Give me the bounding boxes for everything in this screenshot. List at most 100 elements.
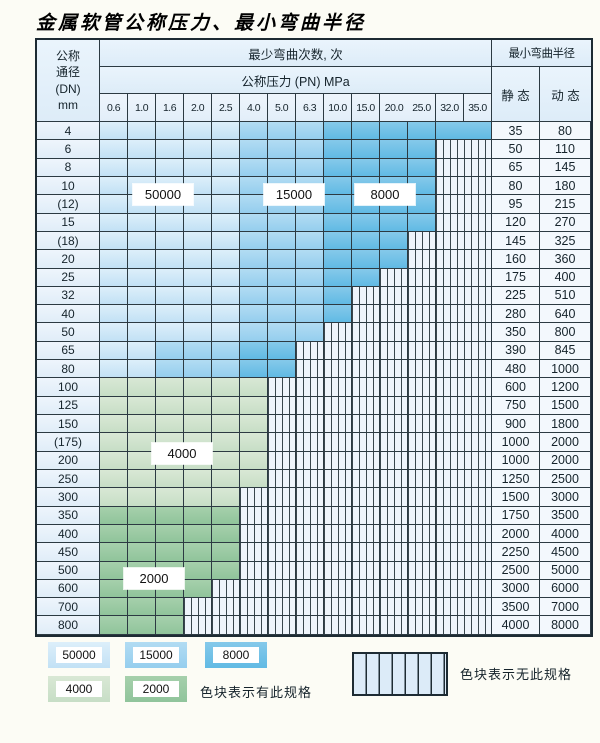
spec-grid: 公称 通径 (DN) mm 最少弯曲次数, 次 最小弯曲半径 公称压力 (PN)… bbox=[37, 40, 591, 635]
legend-value-8000: 8000 bbox=[213, 647, 259, 663]
dn-header-cell: 公称 通径 (DN) mm bbox=[37, 40, 100, 122]
spec-cell-50000 bbox=[128, 231, 156, 251]
spec-table: 公称 通径 (DN) mm 最少弯曲次数, 次 最小弯曲半径 公称压力 (PN)… bbox=[35, 38, 593, 637]
pn-column-header: 25.0 bbox=[408, 94, 436, 122]
spec-cell-15000 bbox=[268, 122, 296, 141]
dn-cell: 65 bbox=[37, 341, 100, 361]
no-spec-cell bbox=[380, 451, 408, 470]
no-spec-cell bbox=[352, 616, 380, 635]
no-spec-cell bbox=[408, 451, 436, 470]
no-spec-cell bbox=[408, 561, 436, 580]
spec-cell-8000 bbox=[268, 341, 296, 361]
dn-cell: 10 bbox=[37, 176, 100, 196]
spec-cell-4000 bbox=[212, 396, 240, 415]
spec-cell-2000 bbox=[184, 543, 212, 562]
spec-cell-8000 bbox=[352, 213, 380, 232]
no-spec-cell bbox=[324, 524, 352, 544]
spec-cell-50000 bbox=[100, 158, 128, 177]
spec-cell-50000 bbox=[212, 286, 240, 306]
no-spec-cell bbox=[464, 561, 492, 580]
no-spec-cell bbox=[352, 360, 380, 379]
spec-cell-15000 bbox=[268, 213, 296, 232]
static-radius-cell: 2250 bbox=[492, 543, 540, 562]
no-spec-cell bbox=[352, 415, 380, 434]
no-spec-cell bbox=[436, 469, 464, 489]
spec-cell-8000 bbox=[352, 231, 380, 251]
static-column-header: 静 态 bbox=[492, 67, 540, 122]
no-spec-cell bbox=[352, 506, 380, 525]
no-spec-cell bbox=[324, 506, 352, 525]
no-spec-cell bbox=[408, 469, 436, 489]
spec-cell-2000 bbox=[100, 506, 128, 525]
no-spec-cell bbox=[464, 488, 492, 507]
spec-cell-50000 bbox=[100, 341, 128, 361]
dynamic-radius-cell: 2000 bbox=[540, 433, 591, 452]
spec-cell-50000 bbox=[212, 250, 240, 269]
spec-cell-15000 bbox=[268, 140, 296, 159]
no-spec-cell bbox=[268, 598, 296, 617]
spec-cell-15000 bbox=[268, 323, 296, 342]
no-spec-cell bbox=[380, 341, 408, 361]
no-spec-cell bbox=[268, 451, 296, 470]
no-spec-cell bbox=[212, 598, 240, 617]
dn-cell: 80 bbox=[37, 360, 100, 379]
pn-column-header: 10.0 bbox=[324, 94, 352, 122]
no-spec-cell bbox=[408, 433, 436, 452]
no-spec-cell bbox=[436, 323, 464, 342]
spec-cell-8000 bbox=[380, 231, 408, 251]
spec-cell-4000 bbox=[212, 488, 240, 507]
static-radius-cell: 120 bbox=[492, 213, 540, 232]
spec-cell-15000 bbox=[212, 360, 240, 379]
no-spec-cell bbox=[436, 396, 464, 415]
no-spec-cell bbox=[436, 543, 464, 562]
spec-cell-4000 bbox=[184, 488, 212, 507]
no-spec-cell bbox=[324, 451, 352, 470]
spec-cell-50000 bbox=[212, 140, 240, 159]
spec-cell-50000 bbox=[184, 231, 212, 251]
no-spec-cell bbox=[464, 433, 492, 452]
no-spec-cell bbox=[380, 323, 408, 342]
spec-cell-50000 bbox=[156, 323, 184, 342]
spec-cell-15000 bbox=[240, 305, 268, 324]
no-spec-cell bbox=[324, 360, 352, 379]
spec-cell-50000 bbox=[156, 213, 184, 232]
no-spec-cell bbox=[324, 323, 352, 342]
no-spec-cell bbox=[296, 579, 324, 599]
static-radius-cell: 900 bbox=[492, 415, 540, 434]
pn-column-header: 4.0 bbox=[240, 94, 268, 122]
dynamic-radius-cell: 7000 bbox=[540, 598, 591, 617]
dynamic-radius-cell: 5000 bbox=[540, 561, 591, 580]
static-radius-cell: 600 bbox=[492, 378, 540, 397]
no-spec-cell bbox=[464, 396, 492, 415]
no-spec-cell bbox=[324, 433, 352, 452]
spec-cell-4000 bbox=[156, 469, 184, 489]
spec-cell-15000 bbox=[268, 268, 296, 287]
no-spec-cell bbox=[324, 378, 352, 397]
spec-cell-8000 bbox=[324, 231, 352, 251]
dynamic-radius-cell: 8000 bbox=[540, 616, 591, 635]
nominal-pressure-header: 公称压力 (PN) MPa bbox=[100, 67, 492, 94]
no-spec-cell bbox=[240, 598, 268, 617]
spec-cell-4000 bbox=[212, 451, 240, 470]
dn-cell: 200 bbox=[37, 451, 100, 470]
spec-cell-2000 bbox=[128, 506, 156, 525]
no-spec-cell bbox=[436, 579, 464, 599]
no-spec-cell bbox=[352, 396, 380, 415]
static-radius-cell: 3000 bbox=[492, 579, 540, 599]
spec-cell-50000 bbox=[128, 122, 156, 141]
no-spec-cell bbox=[296, 396, 324, 415]
no-spec-cell bbox=[464, 250, 492, 269]
spec-cell-50000 bbox=[156, 250, 184, 269]
no-spec-cell bbox=[436, 378, 464, 397]
dynamic-radius-cell: 360 bbox=[540, 250, 591, 269]
dn-cell: 300 bbox=[37, 488, 100, 507]
spec-cell-8000 bbox=[380, 213, 408, 232]
spec-cell-8000 bbox=[380, 250, 408, 269]
pn-column-header: 2.0 bbox=[184, 94, 212, 122]
spec-cell-4000 bbox=[100, 378, 128, 397]
no-spec-cell bbox=[436, 360, 464, 379]
no-spec-cell bbox=[352, 561, 380, 580]
dynamic-radius-cell: 1000 bbox=[540, 360, 591, 379]
no-spec-cell bbox=[352, 543, 380, 562]
spec-cell-15000 bbox=[296, 305, 324, 324]
